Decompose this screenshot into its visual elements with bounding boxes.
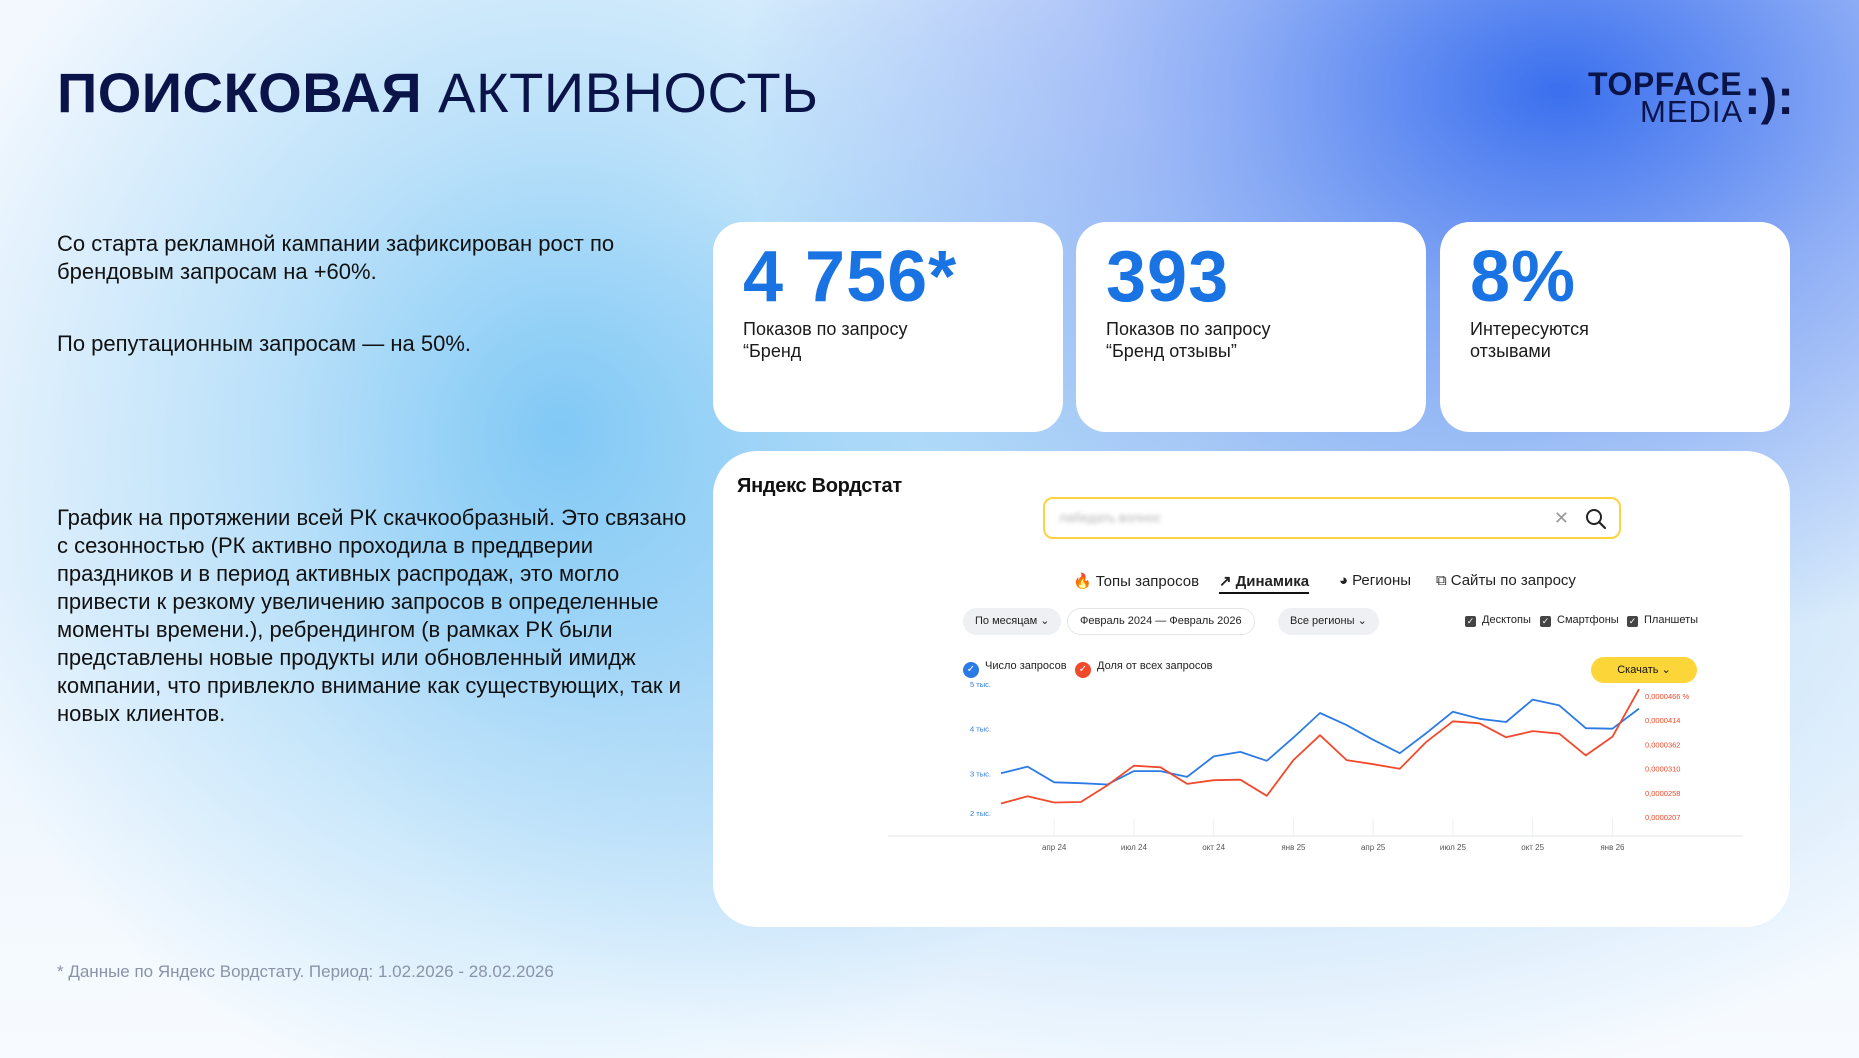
page-title: ПОИСКОВАЯ АКТИВНОСТЬ <box>57 60 818 125</box>
date-range-select[interactable]: Февраль 2024 — Февраль 2026 <box>1067 608 1255 635</box>
chevron-down-icon: ⌄ <box>1040 615 1050 627</box>
y-right-tick-label: 0,0000310 <box>1645 765 1680 774</box>
download-button[interactable]: Скачать ⌄ <box>1591 657 1697 683</box>
x-tick-label: июл 24 <box>1121 843 1148 852</box>
x-tick-label: янв 25 <box>1281 843 1306 852</box>
regions-select[interactable]: Все регионы ⌄ <box>1278 608 1379 635</box>
dynamics-chart: апр 24 июл 24 окт 24 янв 25 апр 25 июл 25 окт … <box>888 680 1743 852</box>
legend-share-of-requests[interactable]: ✓ Доля от всех запросов <box>1075 660 1212 678</box>
y-right-tick-label: 0,0000414 <box>1645 716 1680 725</box>
x-tick-label: окт 24 <box>1202 843 1225 852</box>
stat-value: 393 <box>1106 237 1230 317</box>
logo-top-text: TOPFACE <box>1588 66 1743 102</box>
footnote: * Данные по Яндекс Вордстату. Период: 1.… <box>57 962 554 981</box>
search-query: лабедать волнос <box>1059 510 1162 525</box>
x-tick-label: окт 25 <box>1521 843 1544 852</box>
globe-icon: ◕ <box>1339 572 1349 589</box>
stat-card-brand-reviews: 393 Показов по запросу “Бренд отзывы” <box>1076 222 1426 432</box>
page-title-light: АКТИВНОСТЬ <box>438 61 819 124</box>
stat-label: Интересуются отзывами <box>1470 319 1589 361</box>
checkbox-tablets[interactable]: ✓ Планшеты <box>1627 614 1699 627</box>
chevron-down-icon: ⌄ <box>1357 615 1367 627</box>
x-tick-label: апр 24 <box>1042 843 1067 852</box>
x-tick-label: июл 25 <box>1440 843 1467 852</box>
paragraph-reputation-growth: По репутационным запросам — на 50%. <box>57 331 472 356</box>
wordstat-brand: Яндекс Вордстат <box>737 475 902 497</box>
period-type-select[interactable]: По месяцам ⌄ <box>963 608 1062 635</box>
x-tick-label: янв 26 <box>1600 843 1625 852</box>
stat-card-reviews-interest: 8% Интересуются отзывами <box>1440 222 1790 432</box>
checkbox-checked-icon: ✓ <box>1540 616 1551 627</box>
checkbox-desktops[interactable]: ✓ Десктопы <box>1465 614 1531 627</box>
checkbox-checked-icon: ✓ <box>1627 616 1638 627</box>
paragraph-chart-explanation: График на протяжении всей РК скачкообраз… <box>57 505 687 726</box>
y-right-tick-label: 0,0000466 % <box>1645 692 1690 701</box>
y-right-tick-label: 0,0000362 <box>1645 740 1680 749</box>
tab-dynamics[interactable]: ↗ Динамика <box>1219 572 1310 594</box>
external-link-icon: ⧉ <box>1436 572 1447 589</box>
check-icon: ✓ <box>1075 662 1091 678</box>
search-icon[interactable] <box>1585 508 1607 530</box>
topface-media-logo: TOPFACE MEDIA :): <box>1588 66 1798 129</box>
wordstat-screenshot-card: Яндекс Вордстат лабедать волнос ✕ 🔥 Топы … <box>713 451 1790 927</box>
legend-requests-count[interactable]: ✓ Число запросов <box>963 660 1067 678</box>
tab-regions[interactable]: ◕ Регионы <box>1339 572 1412 589</box>
tab-top-queries[interactable]: 🔥 Топы запросов <box>1073 573 1200 590</box>
checkbox-smartphones[interactable]: ✓ Смартфоны <box>1540 614 1619 627</box>
y-left-tick-label: 2 тыс. <box>970 809 991 818</box>
x-tick-label: апр 25 <box>1361 843 1386 852</box>
check-icon: ✓ <box>963 662 979 678</box>
series-line-share <box>1000 688 1640 805</box>
y-left-tick-label: 3 тыс. <box>970 769 991 778</box>
stat-label: Показов по запросу “Бренд отзывы” <box>1106 319 1271 361</box>
y-left-tick-label: 4 тыс. <box>970 725 991 734</box>
stat-value: 8% <box>1470 237 1577 317</box>
search-input[interactable]: лабедать волнос ✕ <box>1043 497 1621 539</box>
close-icon[interactable]: ✕ <box>1553 508 1569 528</box>
checkbox-checked-icon: ✓ <box>1465 616 1476 627</box>
logo-bottom-text: MEDIA <box>1640 94 1744 129</box>
fire-icon: 🔥 <box>1073 573 1092 590</box>
chevron-down-icon: ⌄ <box>1661 664 1671 676</box>
stat-label: Показов по запросу “Бренд <box>743 319 908 361</box>
y-right-tick-label: 0,0000207 <box>1645 813 1680 822</box>
trend-icon: ↗ <box>1219 573 1232 590</box>
y-left-tick-label: 5 тыс. <box>970 680 991 689</box>
page-title-bold: ПОИСКОВАЯ <box>57 61 423 124</box>
tab-sites[interactable]: ⧉ Сайты по запросу <box>1436 572 1576 589</box>
stat-card-brand: 4 756* Показов по запросу “Бренд <box>713 222 1063 432</box>
paragraph-brand-growth: Со старта рекламной кампании зафиксирова… <box>57 231 615 284</box>
logo-smile-icon: :): <box>1744 69 1794 125</box>
stat-value: 4 756* <box>743 237 958 317</box>
series-line-requests <box>1000 698 1640 786</box>
y-right-tick-label: 0,0000258 <box>1645 789 1680 798</box>
